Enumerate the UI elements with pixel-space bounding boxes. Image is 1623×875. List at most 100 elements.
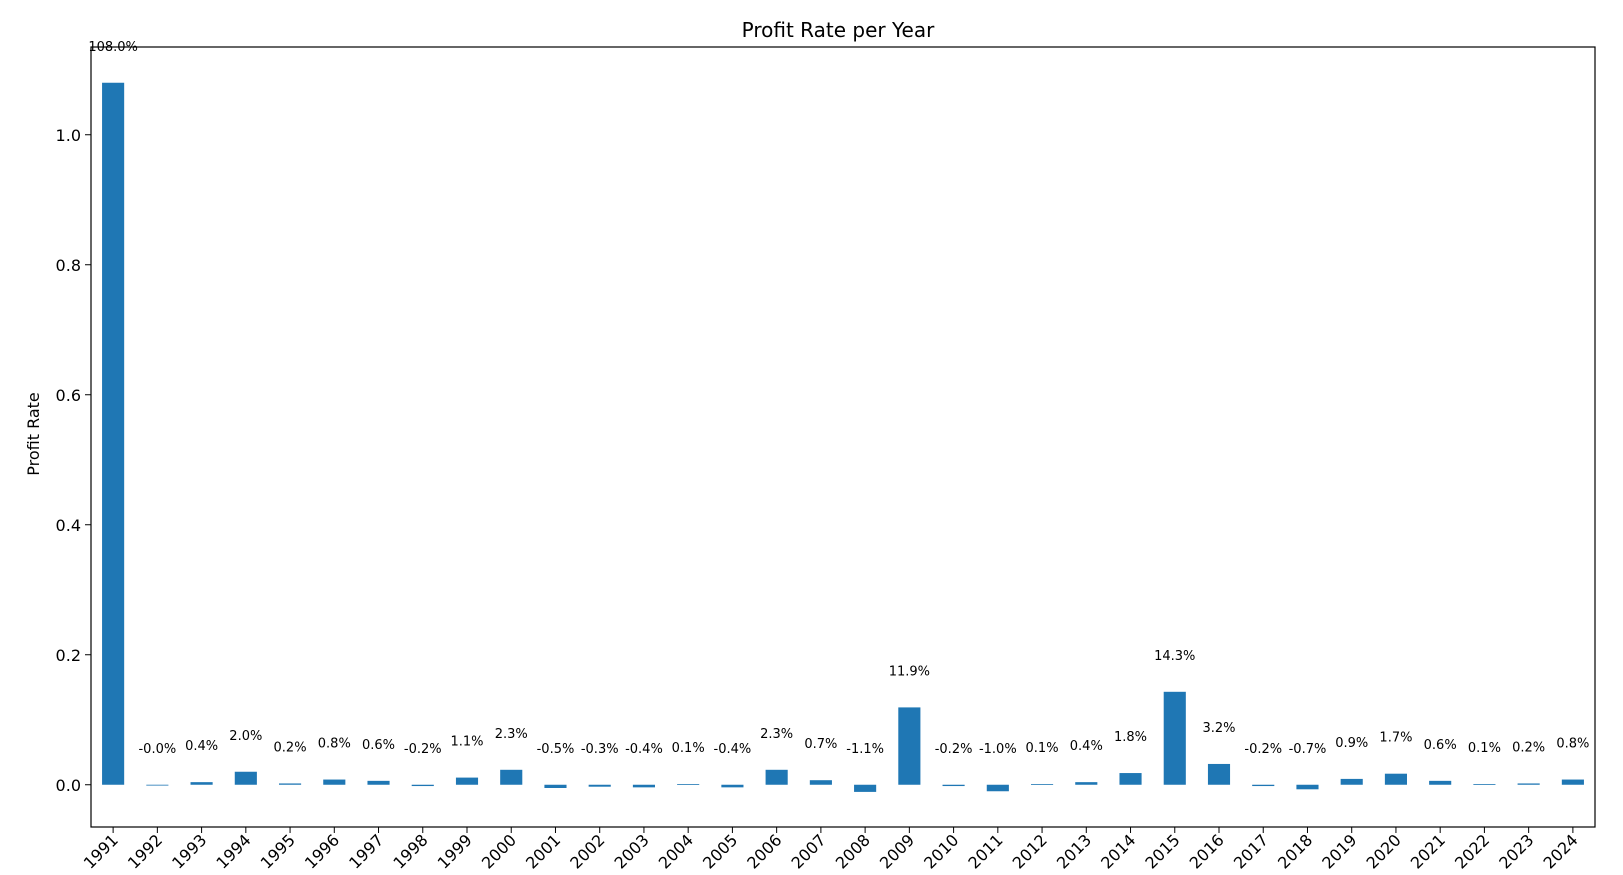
bar-value-label: 0.1% bbox=[672, 741, 705, 756]
x-tick-label: 2015 bbox=[1141, 830, 1183, 872]
bar-value-label: -0.4% bbox=[714, 742, 752, 757]
bar-value-label: 3.2% bbox=[1202, 721, 1235, 736]
bar-value-label: 2.3% bbox=[760, 727, 793, 742]
x-tick-label: 2014 bbox=[1097, 830, 1139, 872]
x-tick-label: 2002 bbox=[566, 830, 608, 872]
x-tick-label: 2017 bbox=[1230, 830, 1272, 872]
x-tick-label: 2009 bbox=[876, 830, 918, 872]
x-tick-label: 2004 bbox=[655, 830, 697, 872]
bar bbox=[367, 780, 390, 785]
bar bbox=[854, 784, 877, 792]
x-tick-label: 2003 bbox=[611, 830, 653, 872]
x-tick-label: 2021 bbox=[1407, 830, 1449, 872]
bar bbox=[1252, 784, 1275, 787]
x-tick-label: 2020 bbox=[1363, 830, 1405, 872]
bar bbox=[411, 784, 434, 787]
x-tick-label: 2010 bbox=[920, 830, 962, 872]
x-tick-label: 2022 bbox=[1451, 830, 1493, 872]
x-tick-label: 2023 bbox=[1495, 830, 1537, 872]
bar-value-label: 0.1% bbox=[1468, 741, 1501, 756]
bar-value-label: 0.4% bbox=[1070, 739, 1103, 754]
y-tick-label: 0.0 bbox=[56, 776, 81, 795]
plot-area: 0.00.20.40.60.81.01991108.0%1992-0.0%199… bbox=[56, 40, 1590, 873]
x-tick-label: 1993 bbox=[168, 830, 210, 872]
x-tick-label: 1994 bbox=[212, 830, 254, 872]
y-tick-label: 0.2 bbox=[56, 646, 81, 665]
x-tick-label: 2007 bbox=[787, 830, 829, 872]
bar-value-label: 11.9% bbox=[889, 664, 930, 679]
bar bbox=[986, 784, 1009, 792]
x-tick-label: 1992 bbox=[124, 830, 166, 872]
bar bbox=[500, 769, 523, 785]
bar bbox=[323, 779, 346, 785]
bar bbox=[765, 769, 788, 785]
x-tick-label: 1999 bbox=[434, 830, 476, 872]
y-tick-label: 1.0 bbox=[56, 126, 81, 145]
bar bbox=[279, 783, 302, 785]
x-tick-label: 1996 bbox=[301, 830, 343, 872]
bar-value-label: -1.1% bbox=[846, 742, 884, 757]
x-tick-label: 2001 bbox=[522, 830, 564, 872]
bar bbox=[1429, 780, 1452, 785]
bar bbox=[146, 784, 169, 786]
bar-value-label: -0.7% bbox=[1289, 742, 1327, 757]
bar bbox=[455, 777, 479, 785]
bar-value-label: 0.2% bbox=[274, 740, 307, 755]
bar bbox=[1163, 691, 1186, 785]
bar-value-label: 2.0% bbox=[229, 729, 262, 744]
x-tick-label: 2016 bbox=[1186, 830, 1228, 872]
bar-value-label: 0.8% bbox=[1556, 737, 1589, 752]
x-tick-label: 2005 bbox=[699, 830, 741, 872]
bar-value-label: 14.3% bbox=[1154, 649, 1195, 664]
x-tick-label: 2006 bbox=[743, 830, 785, 872]
bar-value-label: -0.2% bbox=[404, 742, 442, 757]
x-tick-label: 2024 bbox=[1539, 830, 1581, 872]
bar-value-label: 0.2% bbox=[1512, 740, 1545, 755]
bar bbox=[544, 784, 567, 788]
bar bbox=[1384, 773, 1407, 785]
plot-frame bbox=[90, 46, 1596, 828]
bar bbox=[1517, 783, 1540, 785]
x-tick-label: 1997 bbox=[345, 830, 387, 872]
bar-value-label: -1.0% bbox=[979, 742, 1017, 757]
bar bbox=[190, 782, 213, 785]
bar-value-label: -0.2% bbox=[1244, 742, 1282, 757]
x-tick-label: 1995 bbox=[257, 830, 299, 872]
chart-title: Profit Rate per Year bbox=[742, 18, 935, 42]
bar-value-label: -0.4% bbox=[625, 742, 663, 757]
bar bbox=[1075, 782, 1098, 785]
bar bbox=[942, 784, 965, 787]
bar bbox=[898, 707, 921, 785]
bar bbox=[632, 784, 655, 788]
bar-value-label: 1.8% bbox=[1114, 730, 1147, 745]
bar-value-label: -0.5% bbox=[537, 742, 575, 757]
bar-value-label: 0.6% bbox=[362, 738, 395, 753]
bar-value-label: 0.1% bbox=[1026, 741, 1059, 756]
bar bbox=[677, 784, 700, 785]
y-axis-label: Profit Rate bbox=[24, 392, 43, 476]
bar bbox=[1296, 784, 1319, 790]
bar bbox=[1340, 778, 1363, 785]
x-tick-label: 2012 bbox=[1009, 830, 1051, 872]
bar-value-label: 0.9% bbox=[1335, 736, 1368, 751]
bar bbox=[1561, 779, 1584, 785]
bar-value-label: 0.7% bbox=[804, 737, 837, 752]
x-tick-label: 1998 bbox=[389, 830, 431, 872]
bar-value-label: -0.3% bbox=[581, 742, 619, 757]
bar-value-label: -0.0% bbox=[138, 742, 176, 757]
bar bbox=[1119, 773, 1142, 785]
bar-value-label: 2.3% bbox=[495, 727, 528, 742]
bar bbox=[809, 780, 832, 785]
y-tick-label: 0.8 bbox=[56, 256, 81, 275]
bar bbox=[1031, 784, 1054, 785]
bar-value-label: 0.4% bbox=[185, 739, 218, 754]
bar bbox=[234, 771, 257, 785]
bar bbox=[102, 82, 125, 785]
bar bbox=[1473, 784, 1496, 785]
x-tick-label: 1991 bbox=[80, 830, 122, 872]
x-tick-label: 2008 bbox=[832, 830, 874, 872]
bar-value-label: 0.6% bbox=[1424, 738, 1457, 753]
bar-value-label: 0.8% bbox=[318, 737, 351, 752]
y-tick-label: 0.4 bbox=[56, 516, 81, 535]
